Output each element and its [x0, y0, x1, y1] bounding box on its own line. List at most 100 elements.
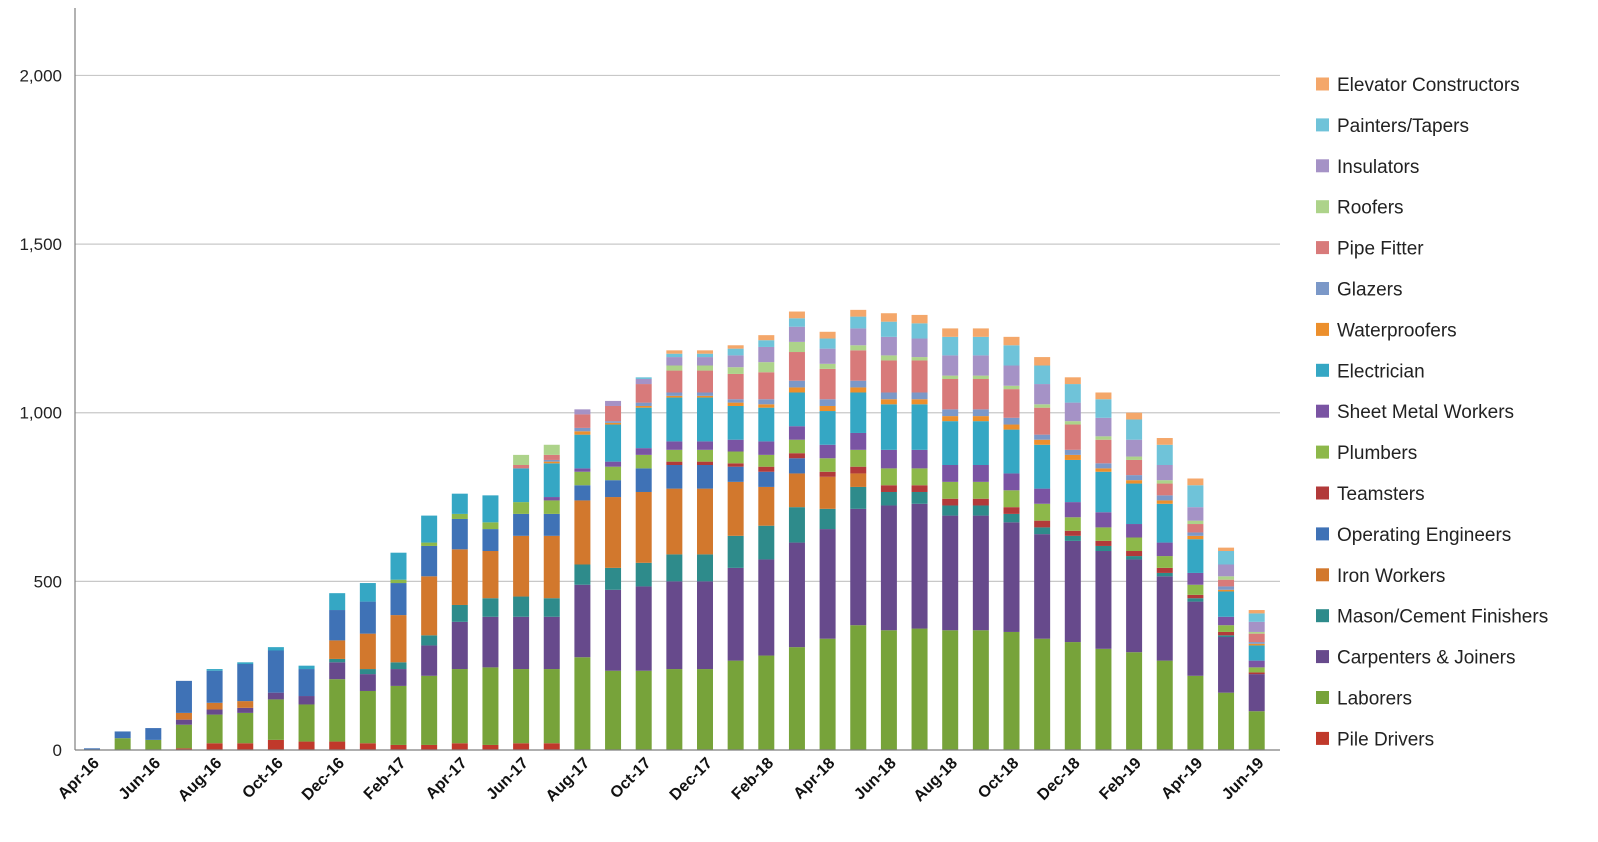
bar-segment — [666, 554, 683, 582]
bar-segment — [1095, 471, 1112, 513]
bar-segment — [758, 335, 775, 341]
bar-segment — [237, 743, 254, 750]
bar-segment — [482, 744, 499, 750]
bar-segment — [697, 554, 713, 582]
bar-segment — [1003, 345, 1020, 366]
bar-segment — [451, 513, 468, 519]
bar-segment — [697, 370, 713, 393]
bar-segment — [543, 669, 560, 744]
bar-segment — [206, 743, 223, 750]
bar-segment — [1003, 473, 1020, 491]
x-tick-label: Oct-18 — [975, 755, 1022, 802]
bar-segment — [758, 399, 775, 405]
legend-swatch — [1316, 77, 1329, 91]
bar-segment — [267, 739, 284, 750]
bar-segment — [666, 353, 683, 358]
bar-segment — [1156, 500, 1173, 504]
bar-segment — [635, 407, 652, 449]
bar-segment — [543, 500, 560, 514]
bar-segment — [1034, 365, 1051, 385]
bar-segment — [880, 360, 897, 393]
bar-segment — [880, 491, 897, 506]
bar-segment — [390, 744, 407, 750]
bar-segment — [543, 743, 560, 750]
bar-segment — [1218, 625, 1235, 632]
bar-segment — [880, 468, 897, 486]
bar-segment — [635, 491, 652, 563]
bar-segment — [298, 704, 315, 742]
legend-swatch — [1316, 200, 1329, 214]
bar-segment — [758, 346, 775, 363]
bar-segment — [697, 441, 713, 450]
bar-segment — [880, 630, 897, 750]
legend-label: Pile Drivers — [1337, 729, 1434, 750]
bar-segment — [972, 465, 989, 482]
bar-segment — [697, 581, 713, 670]
bar-segment — [758, 340, 775, 347]
bar-segment — [390, 583, 407, 616]
bar-segment — [942, 375, 959, 379]
bar-segment — [513, 465, 530, 469]
bar-segment — [329, 640, 346, 659]
x-tick-label: Oct-16 — [239, 755, 286, 802]
bar-segment — [666, 449, 683, 462]
bar-segment — [451, 549, 468, 605]
bar-segment — [819, 638, 836, 750]
bar-segment — [605, 461, 622, 467]
legend-swatch — [1316, 527, 1329, 541]
bar-segment — [880, 321, 897, 337]
bar-segment — [1126, 551, 1143, 557]
bar-segment — [421, 645, 438, 676]
bar-segment — [758, 372, 775, 400]
legend-swatch — [1316, 118, 1329, 132]
legend-swatch — [1316, 322, 1329, 336]
bar-segment — [1156, 438, 1173, 445]
bar-segment — [298, 669, 315, 697]
bar-segment — [1003, 417, 1020, 425]
bar-segment — [1218, 635, 1235, 638]
bar-segment — [1156, 576, 1173, 661]
bar-segment — [727, 451, 744, 464]
bar-segment — [145, 739, 162, 750]
bar-segment — [359, 690, 376, 744]
bar-segment — [1218, 579, 1235, 587]
bar-segment — [451, 669, 468, 744]
bar-segment — [666, 441, 683, 450]
legend-label: Sheet Metal Workers — [1337, 402, 1514, 423]
bar-segment — [1187, 598, 1204, 602]
bar-segment — [850, 328, 867, 346]
bar-segment — [758, 362, 775, 373]
bar-segment — [298, 741, 315, 750]
x-tick-label: Apr-19 — [1158, 755, 1206, 803]
x-tick-label: Aug-18 — [911, 755, 961, 805]
bar-segment — [788, 473, 805, 508]
bar-segment — [267, 699, 284, 740]
bar-segment — [482, 522, 499, 530]
legend-label: Mason/Cement Finishers — [1337, 607, 1548, 628]
bar-segment — [758, 441, 775, 455]
bar-segment — [421, 675, 438, 745]
legend-label: Operating Engineers — [1337, 525, 1511, 546]
bar-segment — [1034, 638, 1051, 750]
bar-segment — [697, 488, 713, 555]
bar-segment — [666, 365, 683, 371]
bar-segment — [972, 416, 989, 422]
bar-segment — [451, 621, 468, 670]
bar-segment — [697, 353, 713, 358]
bar-segment — [758, 471, 775, 487]
legend-label: Waterproofers — [1337, 320, 1457, 341]
bar-segment — [605, 421, 622, 423]
bar-segment — [666, 669, 683, 750]
bar-segment — [1034, 520, 1051, 528]
bar-segment — [788, 392, 805, 427]
bar-segment — [758, 559, 775, 656]
bar-segment — [819, 458, 836, 472]
bar-segment — [1156, 465, 1173, 481]
bar-segment — [1034, 534, 1051, 639]
bar-segment — [605, 670, 622, 750]
bar-segment — [1034, 407, 1051, 435]
bar-segment — [1126, 412, 1143, 420]
bar-segment — [390, 669, 407, 686]
bar-segment — [482, 598, 499, 617]
bar-segment — [574, 471, 591, 486]
